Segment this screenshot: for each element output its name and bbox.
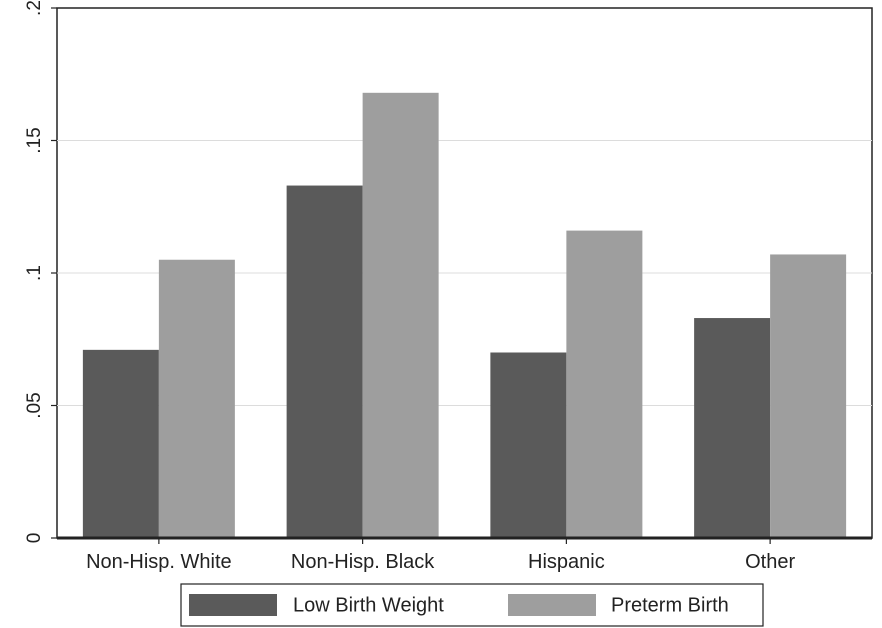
bar (158, 259, 235, 538)
bar (566, 230, 643, 538)
bar (694, 318, 771, 538)
legend-swatch (508, 594, 596, 616)
x-tick-label: Non-Hisp. Black (291, 551, 435, 573)
legend-swatch (189, 594, 277, 616)
y-tick-label: .1 (24, 265, 45, 281)
bar (490, 352, 567, 538)
bar (82, 349, 159, 538)
bar (770, 254, 847, 538)
x-tick-label: Hispanic (528, 551, 605, 573)
legend: Low Birth Weight Preterm Birth (180, 583, 764, 627)
legend-box (180, 583, 764, 627)
y-tick-label: 0 (24, 533, 45, 544)
bar (286, 185, 363, 539)
x-tick-label: Non-Hisp. White (86, 551, 232, 573)
y-tick-label: .05 (24, 392, 45, 418)
legend-label: Preterm Birth (611, 594, 729, 616)
x-tick-label: Other (745, 551, 795, 573)
y-tick-label: .15 (24, 127, 45, 153)
legend-label: Low Birth Weight (293, 594, 444, 616)
y-tick-label: .2 (24, 0, 45, 16)
plot-region: 0 .05 .1 .15 .2 Non-Hisp. White Non-Hisp. Blac… (24, 0, 873, 573)
bar (362, 92, 439, 539)
